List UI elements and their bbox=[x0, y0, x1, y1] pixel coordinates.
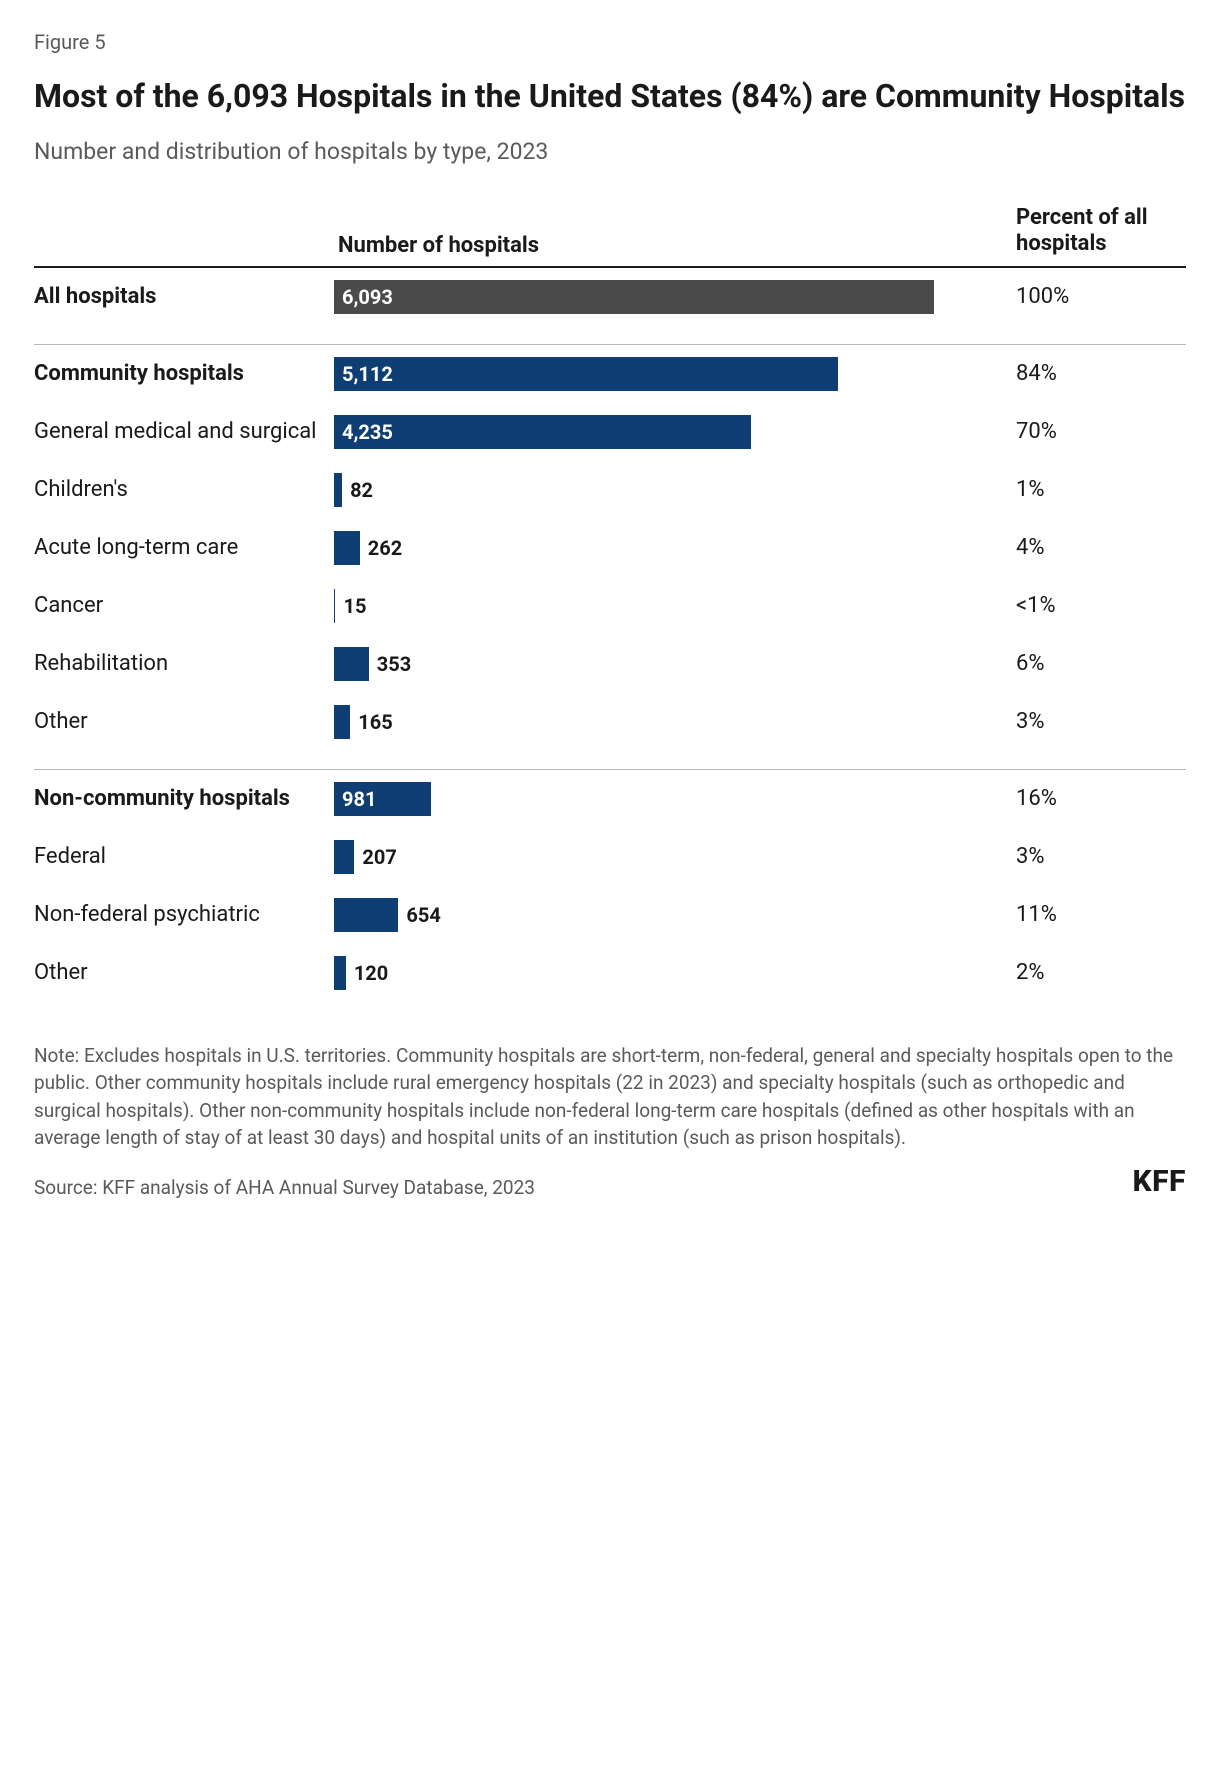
bar bbox=[334, 705, 350, 739]
row-label: General medical and surgical bbox=[34, 418, 334, 446]
row-label: Cancer bbox=[34, 592, 334, 620]
row-label: Non-community hospitals bbox=[34, 785, 334, 813]
percent-cell: 3% bbox=[1016, 844, 1186, 869]
bar-cell: 15 bbox=[334, 589, 1016, 623]
bar-cell: 165 bbox=[334, 705, 1016, 739]
header-percent: Percent of all hospitals bbox=[1016, 205, 1186, 258]
header-number: Number of hospitals bbox=[334, 233, 1016, 258]
bar-value: 120 bbox=[346, 961, 388, 985]
row-label: Federal bbox=[34, 843, 334, 871]
chart-title: Most of the 6,093 Hospitals in the Unite… bbox=[34, 76, 1186, 116]
bar-cell: 4,235 bbox=[334, 415, 1016, 449]
bar: 981 bbox=[334, 782, 431, 816]
kff-logo: KFF bbox=[1132, 1164, 1186, 1199]
bar bbox=[334, 473, 342, 507]
bar: 6,093 bbox=[334, 280, 934, 314]
percent-cell: 70% bbox=[1016, 419, 1186, 444]
bar: 4,235 bbox=[334, 415, 751, 449]
percent-cell: 4% bbox=[1016, 535, 1186, 560]
bar-cell: 262 bbox=[334, 531, 1016, 565]
bar bbox=[334, 956, 346, 990]
bar bbox=[334, 647, 369, 681]
bar-value: 4,235 bbox=[334, 420, 393, 444]
bar-value: 165 bbox=[350, 710, 392, 734]
percent-cell: 6% bbox=[1016, 651, 1186, 676]
figure-label: Figure 5 bbox=[34, 30, 1186, 54]
bar-value: 82 bbox=[342, 478, 373, 502]
percent-cell: 3% bbox=[1016, 709, 1186, 734]
source-text: Source: KFF analysis of AHA Annual Surve… bbox=[34, 1176, 535, 1199]
bar bbox=[334, 531, 360, 565]
percent-cell: 100% bbox=[1016, 284, 1186, 309]
bar-chart: Number of hospitals Percent of all hospi… bbox=[34, 205, 1186, 1002]
table-row: Other 165 3% bbox=[34, 693, 1186, 751]
bar-cell: 654 bbox=[334, 898, 1016, 932]
percent-cell: 1% bbox=[1016, 477, 1186, 502]
table-row: Rehabilitation 353 6% bbox=[34, 635, 1186, 693]
bar bbox=[334, 589, 335, 623]
bar-cell: 120 bbox=[334, 956, 1016, 990]
bar-cell: 82 bbox=[334, 473, 1016, 507]
percent-cell: <1% bbox=[1016, 593, 1186, 618]
bar: 5,112 bbox=[334, 357, 838, 391]
row-label: Other bbox=[34, 959, 334, 987]
chart-subtitle: Number and distribution of hospitals by … bbox=[34, 138, 1186, 165]
bar-cell: 5,112 bbox=[334, 357, 1016, 391]
row-label: Community hospitals bbox=[34, 360, 334, 388]
table-row: Non-community hospitals981 16% bbox=[34, 770, 1186, 828]
bar bbox=[334, 898, 398, 932]
footnote: Note: Excludes hospitals in U.S. territo… bbox=[34, 1042, 1186, 1152]
bar-value: 207 bbox=[354, 845, 396, 869]
column-headers: Number of hospitals Percent of all hospi… bbox=[34, 205, 1186, 268]
table-row: Acute long-term care 262 4% bbox=[34, 519, 1186, 577]
table-row: Other 120 2% bbox=[34, 944, 1186, 1002]
bar-value: 262 bbox=[360, 536, 402, 560]
table-row: Cancer15 <1% bbox=[34, 577, 1186, 635]
bar-value: 6,093 bbox=[334, 285, 393, 309]
table-row: Community hospitals5,112 84% bbox=[34, 345, 1186, 403]
bar-value: 654 bbox=[398, 903, 440, 927]
row-label: All hospitals bbox=[34, 283, 334, 311]
table-row: Federal 207 3% bbox=[34, 828, 1186, 886]
row-label: Acute long-term care bbox=[34, 534, 334, 562]
percent-cell: 2% bbox=[1016, 960, 1186, 985]
table-row: Children's 82 1% bbox=[34, 461, 1186, 519]
chart-body: All hospitals6,093 100% Community hospital… bbox=[34, 268, 1186, 1002]
percent-cell: 16% bbox=[1016, 786, 1186, 811]
bar-value: 981 bbox=[334, 787, 376, 811]
bar-cell: 981 bbox=[334, 782, 1016, 816]
table-row: Non-federal psychiatric 654 11% bbox=[34, 886, 1186, 944]
row-label: Non-federal psychiatric bbox=[34, 901, 334, 929]
bar bbox=[334, 840, 354, 874]
row-label: Rehabilitation bbox=[34, 650, 334, 678]
row-label: Children's bbox=[34, 476, 334, 504]
bar-value: 15 bbox=[335, 594, 366, 618]
bar-value: 5,112 bbox=[334, 362, 393, 386]
bar-cell: 207 bbox=[334, 840, 1016, 874]
table-row: General medical and surgical4,235 70% bbox=[34, 403, 1186, 461]
bar-cell: 6,093 bbox=[334, 280, 1016, 314]
bar-cell: 353 bbox=[334, 647, 1016, 681]
percent-cell: 84% bbox=[1016, 361, 1186, 386]
table-row: All hospitals6,093 100% bbox=[34, 268, 1186, 326]
bar-value: 353 bbox=[369, 652, 411, 676]
percent-cell: 11% bbox=[1016, 902, 1186, 927]
row-label: Other bbox=[34, 708, 334, 736]
